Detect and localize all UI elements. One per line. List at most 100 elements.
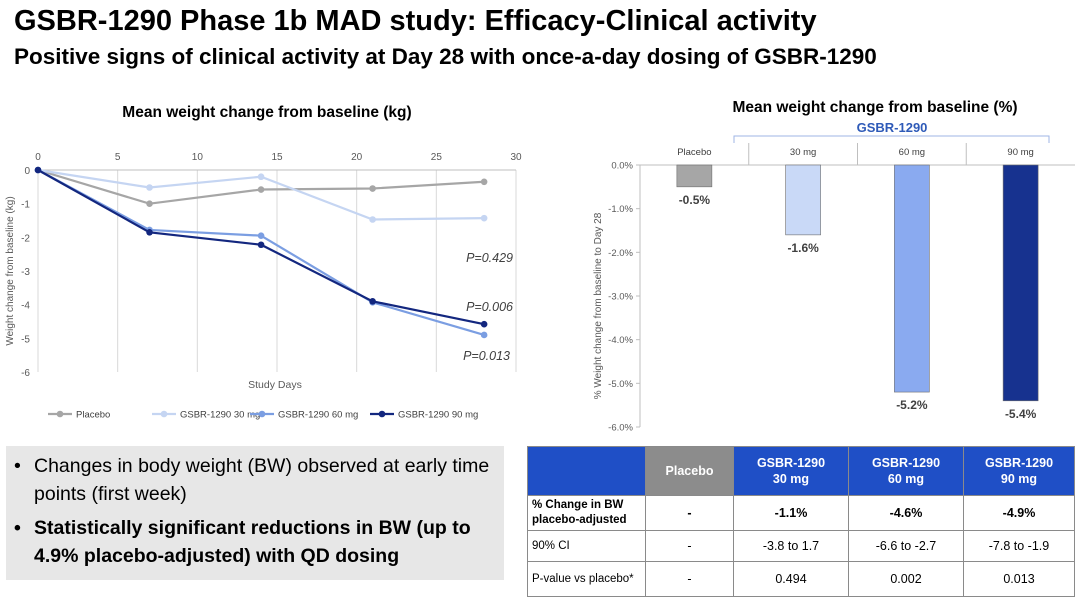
legend-label: GSBR-1290 30 mg (180, 410, 260, 421)
table-header-cell: Placebo (645, 446, 734, 496)
legend-marker (56, 410, 64, 418)
category-label: Placebo (677, 147, 711, 158)
data-point (369, 216, 376, 223)
category-label: 60 mg (899, 147, 925, 158)
x-tick-label: 15 (271, 152, 283, 163)
chart-title: Mean weight change from baseline (kg) (122, 104, 411, 121)
category-label: 30 mg (790, 147, 816, 158)
bar (1002, 164, 1039, 402)
data-point (257, 232, 265, 239)
data-point (146, 228, 153, 236)
group-label: GSBR-1290 (857, 120, 928, 135)
bullet-item: • Changes in body weight (BW) observed at… (14, 452, 496, 508)
key-findings-box: • Changes in body weight (BW) observed at… (6, 446, 504, 580)
table-cell: 0.494 (733, 561, 849, 597)
data-point (369, 298, 376, 305)
table-cell: -3.8 to 1.7 (733, 530, 849, 562)
page-subtitle: Positive signs of clinical activity at D… (14, 44, 877, 69)
data-point (257, 173, 265, 181)
legend-label: Placebo (76, 410, 110, 421)
bar-data-label: -0.5% (679, 193, 711, 207)
table-cell: - (645, 495, 734, 531)
data-point (480, 320, 488, 328)
data-point (146, 200, 153, 207)
bullet-text: Statistically significant reductions in … (34, 517, 471, 567)
table-header-row: Placebo GSBR-1290 30 mg GSBR-1290 60 mg … (527, 446, 1075, 496)
table-cell: - (645, 561, 734, 597)
y-tick-label: -5 (21, 334, 30, 345)
table-row: P-value vs placebo* - 0.494 0.002 0.013 (527, 561, 1075, 597)
y-tick-label: 0 (24, 166, 30, 177)
category-label: 90 mg (1007, 147, 1033, 158)
table-cell: -4.9% (963, 495, 1075, 531)
table-header-cell: GSBR-1290 30 mg (733, 446, 849, 496)
x-tick-label: 20 (351, 152, 363, 163)
legend-label: GSBR-1290 90 mg (398, 410, 478, 421)
y-tick-label: -5.0% (608, 379, 633, 390)
data-point (34, 166, 42, 174)
table-row: 90% CI - -3.8 to 1.7 -6.6 to -2.7 -7.8 t… (527, 530, 1075, 562)
table-cell: 0.002 (848, 561, 964, 597)
legend-marker (258, 410, 266, 418)
y-tick-label: -4 (21, 301, 30, 312)
table-cell: P-value vs placebo* (527, 561, 646, 597)
table-row: % Change in BW placebo-adjusted - -1.1% … (527, 495, 1075, 531)
legend-marker (378, 410, 386, 418)
y-tick-label: 0.0% (611, 161, 633, 172)
data-point (257, 186, 265, 193)
bullet-item: • Statistically significant reductions in… (14, 514, 496, 570)
group-bracket (733, 135, 1050, 143)
p-value-annotation: P=0.429 (466, 251, 513, 265)
results-table: Placebo GSBR-1290 30 mg GSBR-1290 60 mg … (527, 446, 1075, 597)
x-tick-label: 10 (192, 152, 204, 163)
table-cell: -4.6% (848, 495, 964, 531)
bar-data-label: -1.6% (787, 241, 819, 255)
y-axis-label: Weight change from baseline (kg) (5, 196, 16, 345)
y-tick-label: -6 (21, 368, 30, 379)
table-cell: -7.8 to -1.9 (963, 530, 1075, 562)
y-tick-label: -2 (21, 233, 30, 244)
x-tick-label: 0 (35, 152, 41, 163)
table-header-cell (527, 446, 646, 496)
bar (785, 164, 821, 236)
x-tick-label: 25 (431, 152, 443, 163)
bar-data-label: -5.2% (896, 398, 928, 412)
page-title: GSBR-1290 Phase 1b MAD study: Efficacy-C… (14, 5, 817, 37)
table-cell: - (645, 530, 734, 562)
data-point (480, 331, 488, 339)
y-tick-label: -4.0% (608, 335, 633, 346)
data-point (257, 241, 265, 249)
y-tick-label: -6.0% (608, 423, 633, 434)
p-value-annotation: P=0.006 (466, 300, 513, 314)
table-cell: 90% CI (527, 530, 646, 562)
legend-marker (160, 410, 168, 418)
table-cell: -6.6 to -2.7 (848, 530, 964, 562)
data-point (480, 214, 488, 222)
bullet-text: Changes in body weight (BW) observed at … (34, 455, 490, 505)
y-axis-label: % Weight change from baseline to Day 28 (593, 212, 604, 399)
data-point (146, 184, 153, 191)
legend-label: GSBR-1290 60 mg (278, 410, 358, 421)
bar (894, 164, 930, 393)
chart-title: Mean weight change from baseline (%) (732, 99, 1017, 116)
data-point (369, 185, 376, 192)
table-header-cell: GSBR-1290 60 mg (848, 446, 964, 496)
y-tick-label: -3.0% (608, 292, 633, 303)
x-tick-label: 5 (115, 152, 121, 163)
bar (676, 164, 713, 188)
table-cell: 0.013 (963, 561, 1075, 597)
y-tick-label: -3 (21, 267, 30, 278)
line-chart: Mean weight change from baseline (kg) 0 5 1… (5, 104, 522, 421)
x-axis-label: Study Days (248, 379, 302, 391)
y-tick-label: -1.0% (608, 204, 633, 215)
y-tick-label: -1 (21, 200, 30, 211)
data-point (480, 178, 488, 186)
table-cell: % Change in BW placebo-adjusted (527, 495, 646, 531)
x-tick-label: 30 (510, 152, 522, 163)
y-tick-label: -2.0% (608, 248, 633, 259)
p-value-annotation: P=0.013 (463, 349, 510, 363)
table-cell: -1.1% (733, 495, 849, 531)
bar-chart: Mean weight change from baseline (%) GSBR… (593, 99, 1075, 434)
bar-data-label: -5.4% (1005, 407, 1037, 421)
table-header-cell: GSBR-1290 90 mg (963, 446, 1075, 496)
